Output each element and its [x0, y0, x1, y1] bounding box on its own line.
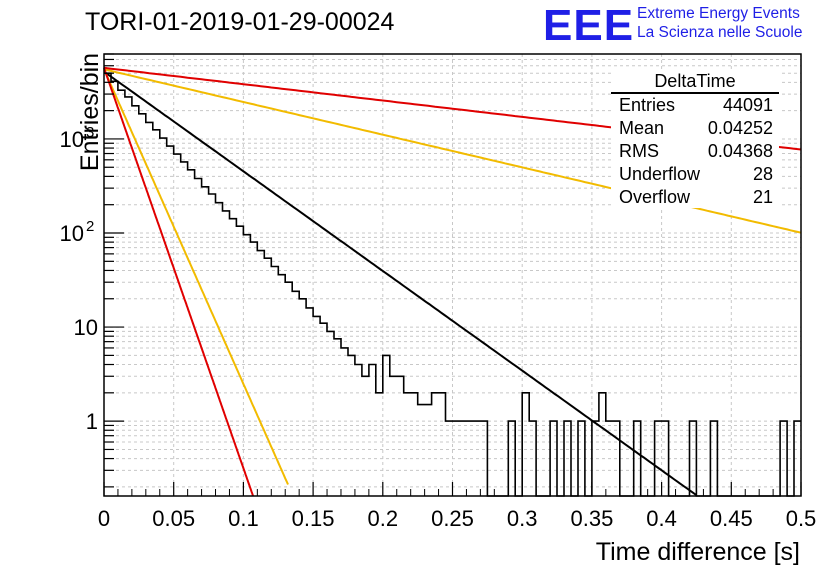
y-tick-label: 10 — [60, 221, 84, 246]
stats-value: 28 — [752, 164, 773, 184]
y-tick-exponent: 3 — [86, 124, 94, 141]
stats-value: 0.04252 — [707, 118, 773, 138]
org-subtitle: La Scienza nelle Scuole — [637, 24, 803, 41]
axis-ticks — [103, 53, 802, 496]
y-tick-label: 10 — [74, 315, 98, 340]
x-tick-label: 0.3 — [507, 506, 538, 531]
stats-box-title: DeltaTime — [611, 70, 779, 94]
x-tick-labels: 0 0.05 0.1 0.15 0.2 0.25 0.3 0.35 0.4 0.45 0.5 — [98, 506, 816, 531]
stats-label: Underflow — [619, 164, 701, 184]
stats-label: RMS — [619, 141, 659, 161]
stats-label: Overflow — [619, 187, 691, 207]
x-tick-label: 0.4 — [646, 506, 677, 531]
x-tick-label: 0.15 — [292, 506, 335, 531]
x-tick-label: 0.45 — [710, 506, 753, 531]
x-tick-label: 0.35 — [570, 506, 613, 531]
stats-row-mean: Mean 0.04252 — [619, 117, 773, 140]
stats-label: Entries — [619, 95, 676, 115]
y-tick-label: 10 — [60, 127, 84, 152]
x-tick-label: 0.1 — [228, 506, 259, 531]
stats-row-underflow: Underflow 28 — [619, 163, 773, 186]
x-tick-label: 0.05 — [152, 506, 195, 531]
y-tick-label: 1 — [86, 409, 98, 434]
stats-label: Mean — [619, 118, 665, 138]
eee-org-text: Extreme Energy Events La Scienza nelle S… — [637, 4, 802, 42]
org-name: Extreme Energy Events — [637, 5, 800, 22]
eee-logo: EEE — [543, 1, 635, 50]
stats-row-rms: RMS 0.04368 — [619, 140, 773, 163]
x-tick-label: 0.5 — [786, 506, 817, 531]
y-axis-title: Entries/bin — [76, 53, 104, 171]
fit-curve — [103, 68, 289, 485]
y-tick-exponent: 2 — [86, 218, 94, 235]
x-tick-label: 0 — [98, 506, 110, 531]
stats-value: 44091 — [722, 95, 773, 115]
histogram — [104, 72, 801, 497]
histogram-outline — [104, 72, 801, 497]
fit-curve — [103, 67, 254, 497]
grid — [104, 53, 801, 496]
stats-box: DeltaTime Entries 44091 Mean 0.04252 RMS… — [611, 70, 779, 208]
stats-row-entries: Entries 44091 — [619, 94, 773, 117]
fit-curve — [103, 70, 697, 496]
x-tick-label: 0.25 — [431, 506, 474, 531]
x-axis-title: Time difference [s] — [596, 538, 800, 566]
stats-row-overflow: Overflow 21 — [619, 186, 773, 209]
x-tick-label: 0.2 — [368, 506, 399, 531]
run-title: TORI-01-2019-01-29-00024 — [85, 8, 395, 36]
stats-value: 21 — [752, 187, 773, 207]
stats-value: 0.04368 — [707, 141, 773, 161]
